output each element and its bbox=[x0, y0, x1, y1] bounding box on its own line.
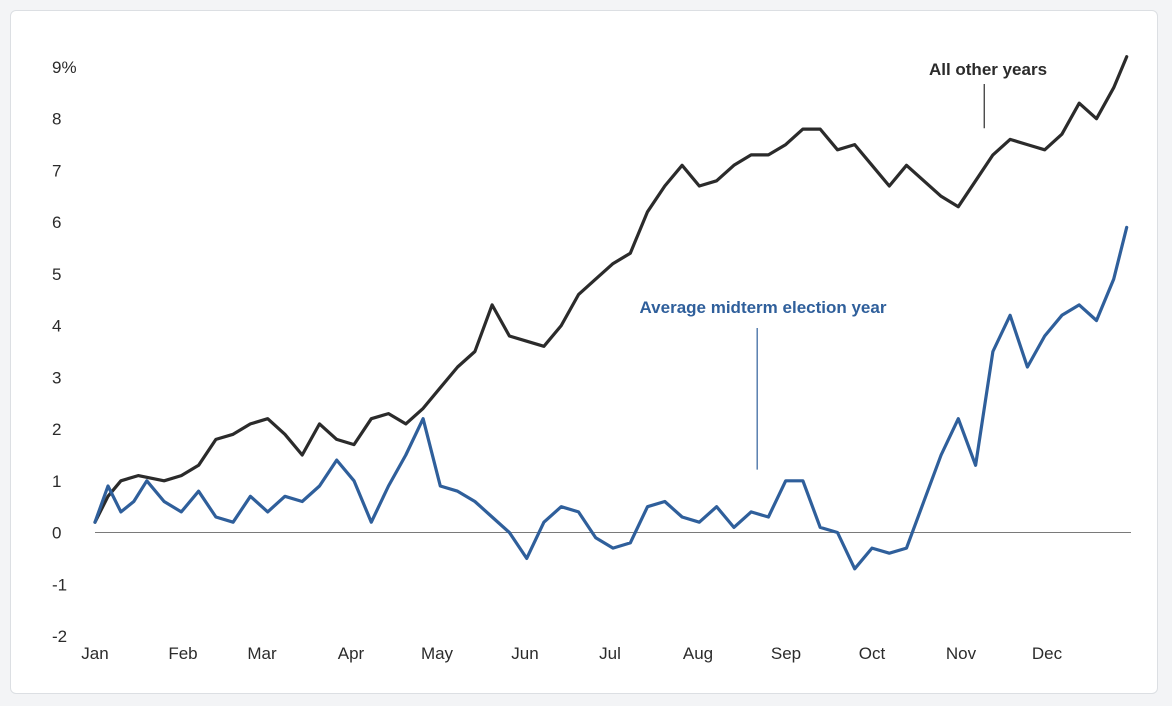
series-line-midterm-year bbox=[93, 225, 1129, 571]
x-tick-label: Oct bbox=[859, 644, 886, 663]
x-tick-label: Jul bbox=[599, 644, 621, 663]
y-tick-label: 6 bbox=[52, 213, 61, 232]
y-tick-label: 9% bbox=[52, 58, 77, 77]
y-tick-label: -1 bbox=[52, 575, 67, 594]
x-tick-label: May bbox=[421, 644, 454, 663]
y-tick-label: 8 bbox=[52, 110, 61, 129]
x-axis: Jan Feb Mar Apr May Jun Jul Aug Sep Oct Nov Dec bbox=[81, 644, 1062, 663]
chart-card bbox=[10, 10, 1158, 694]
x-tick-label: Apr bbox=[338, 644, 365, 663]
x-tick-label: Feb bbox=[168, 644, 197, 663]
x-tick-label: Nov bbox=[946, 644, 977, 663]
y-tick-label: -2 bbox=[52, 627, 67, 646]
y-tick-label: 2 bbox=[52, 420, 61, 439]
annotation-label: All other years bbox=[929, 60, 1047, 79]
x-tick-label: Jan bbox=[81, 644, 108, 663]
x-tick-label: Aug bbox=[683, 644, 713, 663]
y-tick-label: 0 bbox=[52, 524, 61, 543]
y-axis: -2 -1 0 1 2 3 4 5 6 7 8 9% bbox=[52, 58, 77, 646]
series-line-all-other-years bbox=[93, 55, 1129, 524]
x-tick-label: Mar bbox=[247, 644, 277, 663]
x-tick-label: Dec bbox=[1032, 644, 1063, 663]
y-tick-label: 3 bbox=[52, 368, 61, 387]
annotations: All other years Average midterm election … bbox=[640, 60, 1047, 470]
x-tick-label: Sep bbox=[771, 644, 801, 663]
annotation-label: Average midterm election year bbox=[640, 298, 887, 317]
series-lines bbox=[93, 55, 1129, 571]
y-tick-label: 4 bbox=[52, 317, 61, 336]
y-tick-label: 5 bbox=[52, 265, 61, 284]
y-tick-label: 1 bbox=[52, 472, 61, 491]
x-tick-label: Jun bbox=[511, 644, 538, 663]
y-tick-label: 7 bbox=[52, 161, 61, 180]
